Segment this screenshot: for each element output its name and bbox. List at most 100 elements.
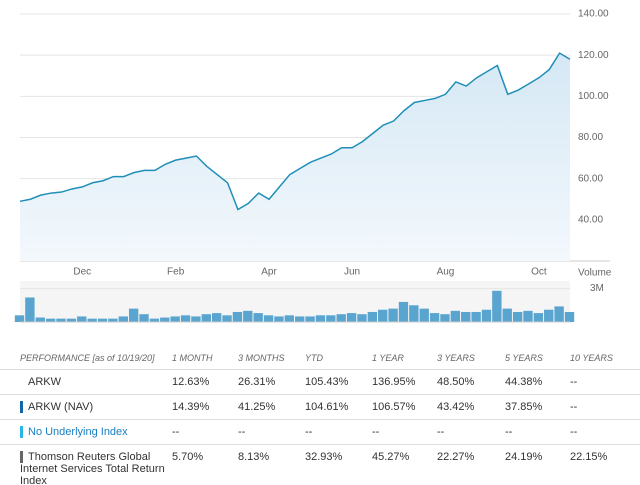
volume-bar — [56, 318, 66, 322]
value-cell: 48.50% — [437, 376, 475, 388]
value-cell: 14.39% — [172, 401, 210, 413]
value-cell: -- — [570, 401, 578, 413]
volume-bar — [222, 315, 232, 322]
value-cell: 43.42% — [437, 401, 475, 413]
y-tick-label: 140.00 — [578, 9, 609, 20]
name-cell: No Underlying Index — [28, 426, 128, 438]
volume-bar — [295, 316, 305, 322]
volume-bar — [419, 308, 429, 322]
value-cell: -- — [505, 426, 513, 438]
x-tick-label: Feb — [167, 267, 185, 278]
volume-bar — [118, 316, 128, 322]
x-tick-label: Dec — [73, 267, 91, 278]
volume-bar — [284, 315, 294, 322]
volume-bar — [160, 317, 170, 322]
volume-bar — [429, 313, 440, 322]
header-cell: YTD — [305, 353, 323, 363]
volume-bar — [564, 311, 575, 322]
y-tick-label: 3M — [590, 283, 604, 294]
volume-bar — [544, 309, 554, 322]
header-row: PERFORMANCE [as of 10/19/20] 1 MONTH 3 MON… — [0, 345, 640, 370]
header-cell: 1 MONTH — [172, 353, 213, 363]
volume-bar — [170, 316, 180, 322]
volume-bar — [139, 314, 149, 322]
header-cell: 10 YEARS — [570, 353, 613, 363]
value-cell: 12.63% — [172, 376, 210, 388]
volume-bar — [523, 310, 533, 322]
volume-bar — [305, 316, 315, 322]
volume-bar — [481, 309, 492, 322]
volume-bar — [554, 306, 564, 322]
value-cell: 45.27% — [372, 451, 410, 463]
value-cell: -- — [172, 426, 180, 438]
value-cell: 41.25% — [238, 401, 276, 413]
volume-bar — [232, 311, 243, 322]
volume-bar — [533, 313, 544, 322]
volume-bar — [274, 316, 284, 322]
volume-bar — [502, 308, 512, 322]
volume-bar — [243, 310, 253, 322]
volume-bar — [315, 315, 326, 322]
row-marker — [20, 451, 23, 463]
performance-table: PERFORMANCE [as of 10/19/20] 1 MONTH 3 MON… — [0, 345, 640, 485]
header-cell: PERFORMANCE [as of 10/19/20] — [20, 353, 155, 363]
volume-label: Volume — [578, 268, 612, 279]
price-line — [19, 52, 571, 211]
volume-bar — [471, 311, 481, 322]
name-cell: ARKW — [28, 376, 61, 388]
y-tick-label: 60.00 — [578, 173, 603, 184]
y-tick-label: 80.00 — [578, 132, 603, 143]
volume-bar — [326, 315, 336, 322]
volume-bar — [201, 314, 211, 322]
header-cell: 5 YEARS — [505, 353, 543, 363]
value-cell: 104.61% — [305, 401, 349, 413]
value-cell: 37.85% — [505, 401, 543, 413]
name-cell: ARKW (NAV) — [28, 401, 94, 413]
value-cell: 32.93% — [305, 451, 343, 463]
volume-bar — [357, 314, 367, 322]
volume-bar — [367, 311, 378, 322]
volume-bar — [35, 317, 45, 322]
header-cell: 1 YEAR — [372, 353, 404, 363]
header-cell: 3 MONTHS — [238, 353, 285, 363]
volume-bar — [388, 308, 398, 322]
volume-bar — [346, 313, 357, 322]
row-marker — [20, 426, 23, 438]
x-tick-label: Oct — [531, 267, 547, 278]
volume-bar — [108, 318, 118, 322]
volume-bar — [66, 318, 77, 322]
value-cell: 8.13% — [238, 451, 270, 463]
volume-bar — [409, 305, 419, 322]
value-cell: 136.95% — [372, 376, 416, 388]
volume-bar — [180, 315, 191, 322]
header-cell: 3 YEARS — [437, 353, 475, 363]
volume-bar — [512, 311, 523, 322]
volume-bar — [128, 308, 139, 322]
table-row: No Underlying Index -- -- -- -- -- -- -- — [0, 420, 640, 445]
volume-bar — [461, 311, 471, 322]
table-row: ARKW 12.63% 26.31% 105.43% 136.95% 48.50% 44.3… — [0, 370, 640, 395]
volume-bar — [450, 310, 461, 322]
value-cell: 22.27% — [437, 451, 475, 463]
value-cell: 24.19% — [505, 451, 543, 463]
volume-bar — [14, 315, 25, 322]
volume-bar — [263, 315, 274, 322]
volume-bar — [440, 314, 450, 322]
volume-bar — [87, 318, 97, 322]
value-cell: 26.31% — [238, 376, 276, 388]
volume-bar — [77, 316, 87, 322]
volume-bar — [492, 290, 502, 322]
value-cell: -- — [305, 426, 313, 438]
value-cell: 106.57% — [372, 401, 416, 413]
volume-bar — [253, 313, 263, 322]
name-cell: Thomson Reuters Global Internet Services… — [20, 451, 165, 485]
value-cell: -- — [570, 376, 578, 388]
volume-bar — [398, 301, 409, 322]
row-marker — [20, 401, 23, 413]
x-tick-label: Jun — [344, 267, 360, 278]
volume-bar — [25, 297, 35, 322]
volume-bar — [97, 318, 108, 322]
value-cell: -- — [238, 426, 246, 438]
x-tick-label: Aug — [437, 267, 455, 278]
value-cell: 105.43% — [305, 376, 349, 388]
